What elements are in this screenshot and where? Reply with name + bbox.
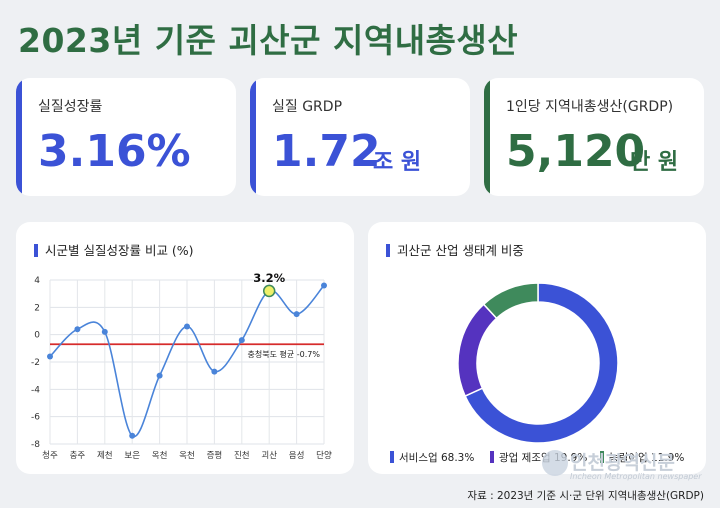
x-tick-label: 제천 [97, 450, 113, 461]
donut-chart-title: 괴산군 산업 생태계 비중 [386, 240, 524, 259]
data-point [238, 337, 245, 344]
legend-swatch [390, 451, 394, 463]
donut-slice [482, 282, 539, 320]
stat-label: 1인당 지역내총생산(GRDP) [506, 99, 674, 115]
data-point [321, 282, 327, 289]
highlight-point [262, 284, 276, 298]
data-point [184, 323, 190, 330]
x-tick-label: 증평 [207, 450, 223, 461]
stat-card-per-capita: 1인당 지역내총생산(GRDP) 5,120 만 원 [484, 78, 704, 196]
stat-card-accent [250, 78, 256, 196]
highlight-label: 3.2% [253, 271, 285, 285]
stat-unit: 만 원 [630, 150, 679, 175]
x-tick-label: 진천 [234, 450, 250, 461]
average-reference-label: 충청북도 평균 -0.7% [248, 349, 321, 359]
donut-slice [464, 282, 619, 444]
newspaper-logo-icon [542, 450, 568, 476]
x-tick-label: 옥천 [179, 450, 195, 461]
stat-label: 실질성장률 [38, 99, 103, 115]
y-tick-label: 2 [34, 303, 40, 313]
stat-value: 1.72 [272, 126, 381, 177]
legend-label: 서비스업 68.3% [399, 452, 475, 464]
x-tick-label: 음성 [289, 451, 305, 461]
stat-value: 5,120 [506, 126, 646, 177]
data-point [47, 353, 53, 360]
data-point [101, 328, 108, 335]
y-tick-label: -6 [31, 413, 40, 423]
x-tick-label: 괴산 [261, 450, 277, 461]
data-point [74, 326, 81, 333]
source-note: 자료 : 2023년 기준 시·군 단위 지역내총생산(GRDP) [467, 490, 704, 502]
line-chart-title-text: 시군별 실질성장률 비교 (%) [45, 243, 194, 258]
x-tick-label: 단양 [316, 450, 332, 461]
x-tick-label: 충주 [70, 451, 86, 461]
page-title: 2023년 기준 괴산군 지역내총생산 [18, 21, 519, 60]
y-tick-label: -4 [31, 385, 40, 395]
line-chart: 4 2 0 -2 -4 -6 -8청주 충주 제천 보은 옥천 옥천 증평 진천 괴산 음성 단양 충청북도 평균… [31, 271, 332, 461]
legend-swatch [490, 451, 494, 463]
stat-card-grdp: 실질 GRDP 1.72 조 원 [250, 78, 470, 196]
legend-label: 농림어업 11.9% [609, 452, 685, 464]
donut-chart-title-text: 괴산군 산업 생태계 비중 [397, 243, 524, 258]
y-tick-label: 4 [34, 276, 40, 286]
legend-item-agriculture: 농림어업 11.9% [600, 450, 684, 465]
y-tick-label: -2 [31, 358, 40, 368]
stat-value: 3.16% [38, 126, 191, 177]
data-point [211, 368, 218, 375]
x-tick-label: 보은 [124, 451, 140, 461]
line-chart-panel: 시군별 실질성장률 비교 (%) 4 2 0 -2 -4 -6 -8 청주 충주 제천 보은 옥천 옥천… [16, 222, 354, 474]
y-tick-label: -8 [31, 440, 40, 450]
data-point [293, 311, 300, 318]
stat-label: 실질 GRDP [272, 99, 343, 115]
legend-swatch [600, 451, 604, 463]
donut-chart-panel: 괴산군 산업 생태계 비중 서비스업 68.3% 광업 제조업 19.9% 농림… [368, 222, 706, 474]
donut-slice [457, 303, 498, 397]
stat-card-accent [484, 78, 490, 196]
data-point [129, 432, 136, 439]
watermark-subtitle: Incheon Metropolitan newspaper [570, 472, 702, 481]
stat-unit: 조 원 [373, 150, 422, 175]
data-point [156, 372, 163, 379]
x-tick-label: 옥천 [152, 450, 168, 461]
donut-chart [457, 282, 619, 444]
x-tick-label: 청주 [42, 451, 58, 461]
y-tick-label: 0 [34, 331, 40, 341]
stat-card-growth: 실질성장률 3.16% [16, 78, 236, 196]
stat-card-accent [16, 78, 22, 196]
watermark-name: 인천광역신문 [570, 452, 675, 474]
line-chart-title: 시군별 실질성장률 비교 (%) [34, 240, 194, 259]
legend-item-service: 서비스업 68.3% [390, 450, 474, 465]
